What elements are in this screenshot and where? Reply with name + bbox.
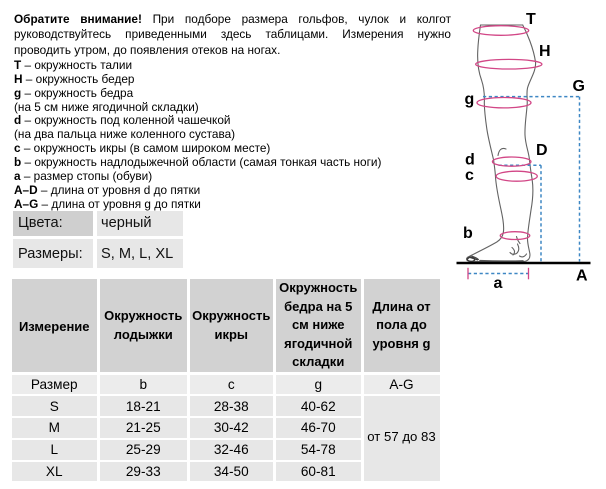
- svg-text:d: d: [465, 152, 475, 169]
- svg-text:G: G: [573, 78, 585, 95]
- svg-text:T: T: [526, 11, 536, 28]
- svg-text:A: A: [576, 268, 588, 285]
- svg-text:H: H: [539, 43, 551, 60]
- svg-text:c: c: [465, 167, 474, 184]
- svg-text:g: g: [465, 91, 475, 108]
- svg-text:D: D: [536, 142, 548, 159]
- svg-text:b: b: [463, 225, 473, 242]
- svg-text:a: a: [494, 275, 503, 292]
